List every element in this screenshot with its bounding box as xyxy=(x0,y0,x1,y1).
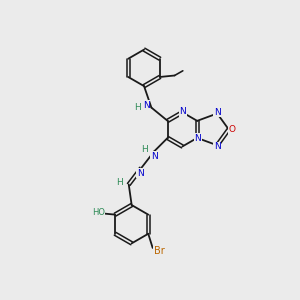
Text: N: N xyxy=(180,107,186,116)
Text: N: N xyxy=(137,169,144,178)
Text: O: O xyxy=(229,125,236,134)
Text: N: N xyxy=(214,107,220,116)
Text: H: H xyxy=(116,178,123,187)
Text: N: N xyxy=(151,152,158,161)
Text: H: H xyxy=(141,145,147,154)
Text: H: H xyxy=(134,103,141,112)
Text: N: N xyxy=(194,134,201,143)
Text: N: N xyxy=(214,142,220,151)
Text: N: N xyxy=(143,101,149,110)
Text: HO: HO xyxy=(92,208,105,217)
Text: Br: Br xyxy=(154,246,164,256)
